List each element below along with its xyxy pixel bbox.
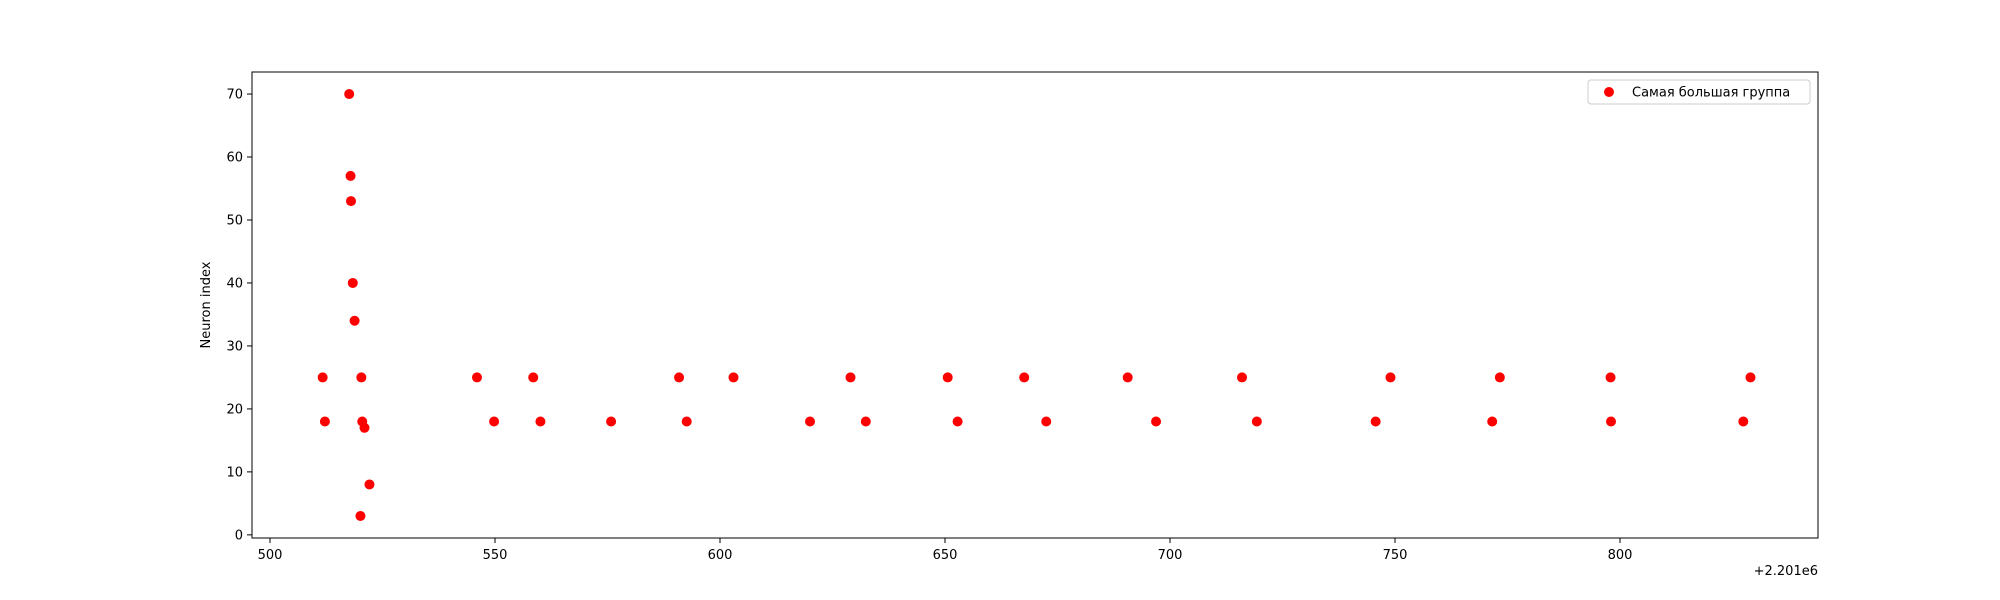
y-tick-label: 60 bbox=[226, 151, 243, 166]
data-point bbox=[942, 372, 953, 383]
data-point bbox=[1122, 372, 1133, 383]
x-tick-label: 700 bbox=[1158, 548, 1183, 563]
x-tick-label: 600 bbox=[708, 548, 733, 563]
data-point bbox=[472, 372, 482, 383]
data-point bbox=[1745, 372, 1756, 383]
x-tick-label: 650 bbox=[933, 548, 958, 563]
data-point bbox=[674, 372, 685, 383]
data-point bbox=[1151, 416, 1162, 427]
y-tick-label: 40 bbox=[226, 276, 243, 291]
data-point bbox=[860, 416, 871, 427]
data-point bbox=[364, 479, 375, 490]
data-point bbox=[728, 372, 739, 383]
y-tick-label: 10 bbox=[226, 465, 243, 480]
data-point bbox=[1738, 416, 1749, 427]
data-point bbox=[356, 372, 367, 383]
data-point bbox=[1605, 372, 1616, 383]
plot-area-frame bbox=[251, 71, 1819, 539]
y-tick-label: 70 bbox=[226, 88, 243, 103]
x-tick-label: 750 bbox=[1383, 548, 1408, 563]
data-point bbox=[681, 416, 692, 427]
y-axis: 0 10 20 30 40 50 60 70 bbox=[226, 88, 252, 543]
data-point bbox=[1251, 416, 1262, 427]
x-tick-label: 500 bbox=[258, 548, 283, 563]
data-point bbox=[606, 416, 617, 427]
data-point bbox=[1606, 416, 1616, 427]
y-tick-label: 30 bbox=[226, 339, 243, 354]
legend-marker bbox=[1604, 87, 1614, 97]
data-point bbox=[952, 416, 963, 427]
data-point bbox=[345, 170, 356, 181]
y-tick-label: 50 bbox=[226, 213, 243, 228]
data-point bbox=[1385, 372, 1396, 383]
legend: Самая большая группа bbox=[1587, 79, 1811, 105]
data-point bbox=[317, 372, 328, 383]
x-tick-label: 550 bbox=[483, 548, 508, 563]
data-point bbox=[1237, 372, 1247, 383]
data-point bbox=[528, 372, 539, 383]
x-axis: 500 550 600 650 700 750 800 bbox=[258, 538, 1633, 563]
data-point bbox=[489, 416, 500, 427]
data-point bbox=[1487, 416, 1498, 427]
data-point bbox=[319, 416, 330, 427]
data-point bbox=[535, 416, 546, 427]
data-point bbox=[355, 510, 366, 521]
y-tick-label: 0 bbox=[235, 528, 243, 543]
legend-box bbox=[1587, 79, 1811, 105]
x-axis-offset-label: +2.201e6 bbox=[1754, 564, 1818, 579]
data-point bbox=[805, 416, 815, 427]
data-point bbox=[346, 196, 356, 207]
legend-label: Самая большая группа bbox=[1632, 86, 1790, 101]
data-point bbox=[1494, 372, 1505, 383]
data-point bbox=[344, 89, 355, 100]
data-point bbox=[349, 315, 360, 326]
data-point bbox=[347, 277, 358, 288]
y-tick-label: 20 bbox=[226, 402, 243, 417]
data-point bbox=[1041, 416, 1052, 427]
y-axis-title: Neuron index bbox=[199, 261, 214, 348]
x-tick-label: 800 bbox=[1608, 548, 1633, 563]
data-point bbox=[845, 372, 856, 383]
data-point bbox=[1370, 416, 1381, 427]
data-point bbox=[359, 422, 370, 433]
data-point bbox=[1019, 372, 1030, 383]
data-points bbox=[317, 89, 1756, 521]
